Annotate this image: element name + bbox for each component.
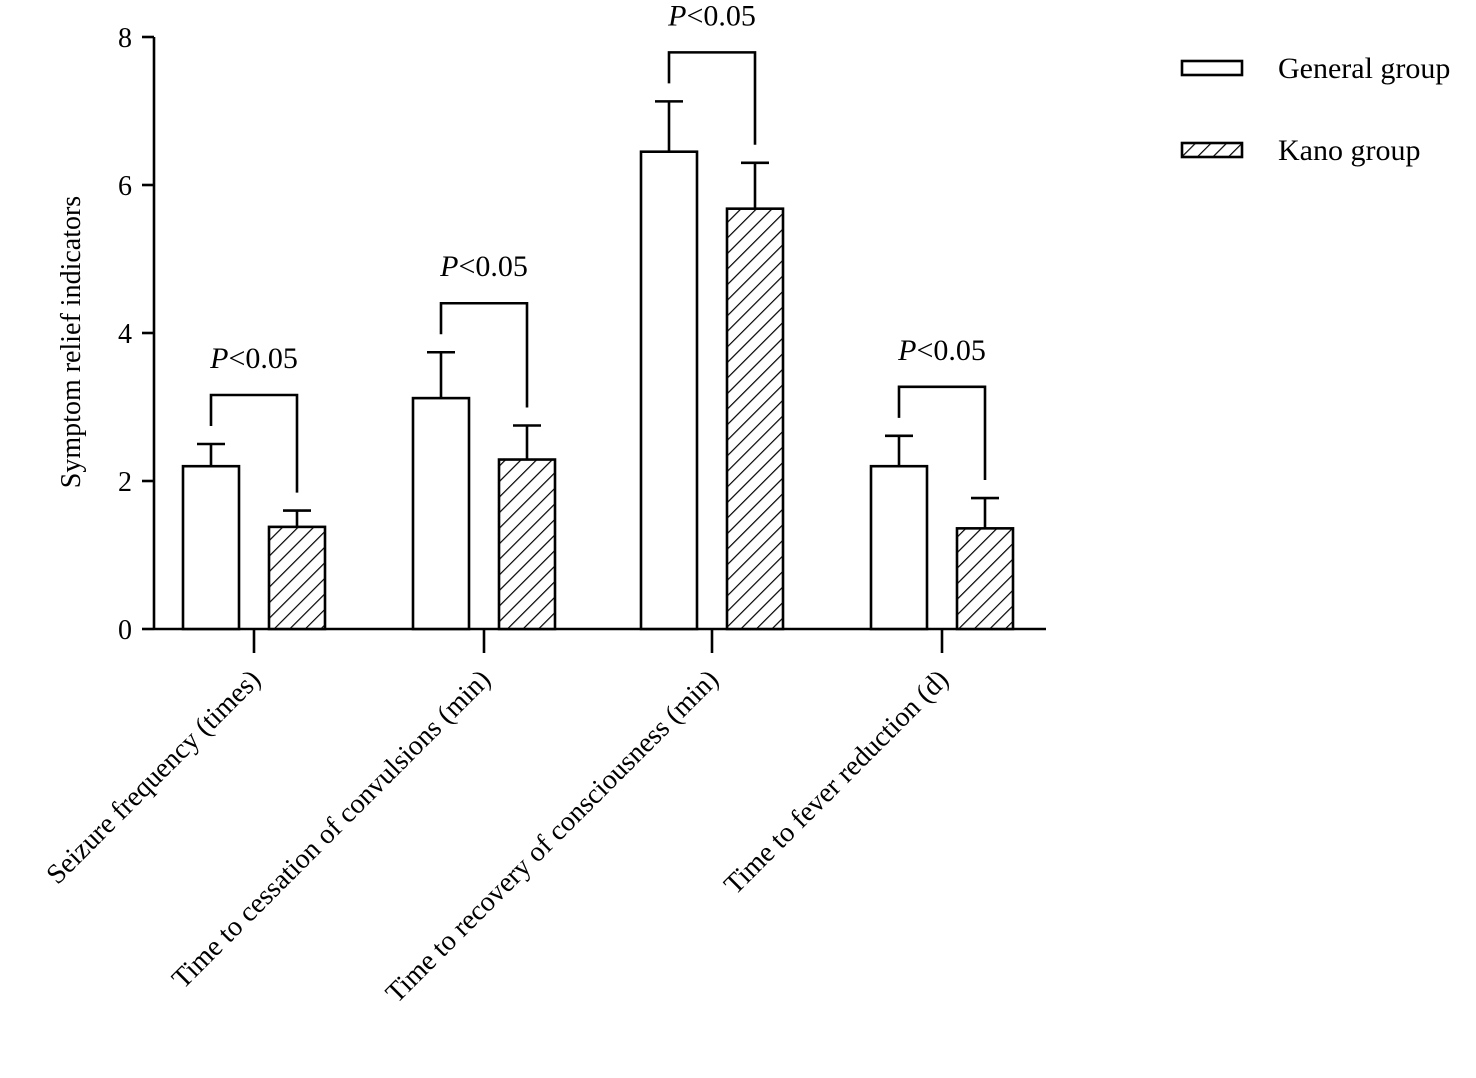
legend-label: General group — [1278, 52, 1450, 85]
y-tick-label: 2 — [118, 467, 132, 498]
bar-general — [639, 150, 699, 631]
significance-bracket — [667, 51, 757, 145]
x-tick-label: Seizure frequency (times) — [41, 664, 267, 890]
significance-bracket — [209, 393, 299, 493]
y-axis-label: Symptom relief indicators — [56, 196, 87, 488]
y-tick-label: 6 — [118, 171, 132, 202]
significance-label: P<0.05 — [439, 250, 528, 283]
legend-swatch-kano — [1180, 141, 1244, 159]
y-axis: 0 2 4 6 8 — [118, 23, 156, 646]
y-tick-label: 8 — [118, 23, 132, 54]
significance-bracket — [439, 301, 529, 408]
error-bars — [197, 100, 999, 529]
significance-annotations: P<0.05 P<0.05 P<0.05 P<0.05 — [209, 0, 987, 493]
bar-kano — [725, 207, 785, 631]
y-tick-label: 0 — [118, 615, 132, 646]
significance-label: P<0.05 — [209, 342, 298, 375]
x-tick-label: Time to fever reduction (d) — [718, 664, 955, 901]
legend-swatch-general — [1180, 59, 1244, 77]
bar-kano — [267, 525, 327, 631]
x-axis: Seizure frequency (times)Time to cessati… — [41, 627, 1046, 1009]
legend-label: Kano group — [1278, 134, 1420, 167]
significance-bracket — [897, 385, 987, 481]
legend: General group Kano group — [1180, 52, 1450, 167]
bar-kano — [955, 527, 1015, 631]
bar-general — [181, 464, 241, 631]
significance-label: P<0.05 — [897, 334, 986, 367]
significance-label: P<0.05 — [667, 0, 756, 32]
y-tick-label: 4 — [118, 319, 132, 350]
bar-general — [411, 396, 471, 631]
bars — [181, 150, 1015, 631]
bar-general — [869, 464, 929, 631]
bar-kano — [497, 458, 557, 631]
